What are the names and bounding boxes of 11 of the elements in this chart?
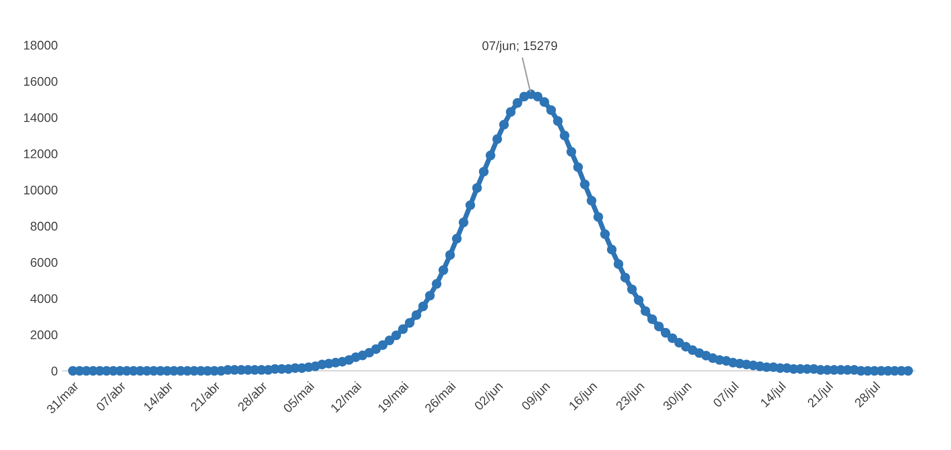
y-tick-label: 0 [51,366,58,376]
y-tick-label: 10000 [24,186,58,194]
y-tick-label: 8000 [30,222,58,231]
y-tick-label: 16000 [24,77,58,86]
y-tick-label: 12000 [24,149,58,158]
y-tick-label: 2000 [30,330,58,340]
y-tick-label: 18000 [24,40,58,50]
y-tick-label: 6000 [30,258,58,267]
y-tick-label: 4000 [30,294,58,304]
y-tick-label: 14000 [24,113,58,122]
data-label: 07/jun; 15279 [482,40,558,53]
